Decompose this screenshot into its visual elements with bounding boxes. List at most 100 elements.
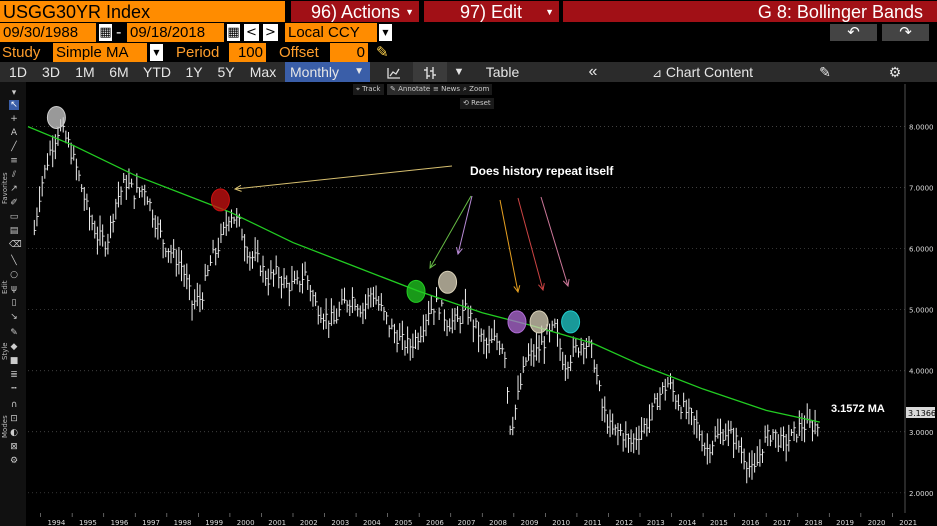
- x-tick-label: 2005: [394, 519, 412, 526]
- y-tick-label: 8.0000: [909, 124, 934, 132]
- lock-icon[interactable]: ⊡: [10, 414, 18, 424]
- calendar-icon[interactable]: ▦: [99, 24, 112, 41]
- table-button[interactable]: Table: [485, 64, 520, 80]
- page-title-box: G 8: Bollinger Bands: [563, 1, 937, 22]
- period-5y[interactable]: 5Y: [217, 64, 235, 80]
- ellipse-icon[interactable]: ○: [10, 270, 18, 280]
- study-select[interactable]: Simple MA: [53, 43, 147, 62]
- fib-icon[interactable]: ≡: [10, 156, 18, 166]
- edit-chart-icon[interactable]: ✎: [819, 64, 831, 80]
- reset-button[interactable]: ⟲ Reset: [460, 98, 494, 109]
- chart-content-button[interactable]: ⊿ Chart Content: [645, 62, 760, 82]
- bar-chart-icon[interactable]: [413, 62, 447, 82]
- delete-icon[interactable]: ⊠: [10, 442, 18, 452]
- edit-menu[interactable]: 97) Edit ▼: [424, 1, 559, 22]
- dropdown-icon[interactable]: ▼: [453, 66, 465, 78]
- prev-arrow-icon[interactable]: <: [244, 24, 259, 41]
- currency-select[interactable]: Local CCY: [285, 23, 377, 42]
- x-tick-label: 2019: [836, 519, 854, 526]
- annotation-question[interactable]: Does history repeat itself: [470, 164, 614, 178]
- period-max[interactable]: Max: [249, 64, 277, 80]
- start-date-field[interactable]: 09/30/1988: [0, 23, 96, 42]
- zoom-button[interactable]: ⌕ Zoom: [460, 84, 493, 95]
- period-1d[interactable]: 1D: [9, 64, 27, 80]
- text-icon[interactable]: A: [10, 128, 18, 138]
- period-6m[interactable]: 6M: [109, 64, 129, 80]
- redo-icon[interactable]: ↷: [882, 24, 929, 41]
- gear-icon[interactable]: ⚙: [888, 64, 902, 80]
- settings-icon[interactable]: ⚙: [9, 456, 19, 466]
- hide-icon[interactable]: ◐: [10, 428, 18, 438]
- x-tick-label: 2014: [678, 519, 696, 526]
- magnet-icon[interactable]: ∩: [10, 400, 18, 410]
- period-1y[interactable]: 1Y: [185, 64, 203, 80]
- color-icon[interactable]: ■: [9, 356, 19, 366]
- arrow-head: [429, 260, 437, 269]
- eraser-icon[interactable]: ⌫: [9, 240, 22, 250]
- arrow-head: [456, 247, 463, 256]
- cursor-icon[interactable]: ↖: [9, 100, 19, 110]
- actions-label: 96) Actions: [311, 2, 401, 22]
- ma-polyline: [27, 126, 820, 423]
- brush-icon[interactable]: ✐: [10, 198, 18, 208]
- offset-label: Offset: [279, 44, 319, 61]
- x-tick-label: 2021: [899, 519, 917, 526]
- pencil-icon[interactable]: ✎: [10, 328, 18, 338]
- ticker-text: USGG30YR Index: [3, 2, 151, 22]
- line-icon[interactable]: ╱: [11, 142, 17, 152]
- track-button[interactable]: ⌖ Track: [353, 84, 384, 95]
- arrow-icon[interactable]: ↗: [10, 184, 18, 194]
- x-tick-label: 2017: [773, 519, 791, 526]
- highlight-circle: [210, 188, 230, 212]
- channel-icon[interactable]: ⫽: [11, 170, 16, 180]
- annotation-arrow: [517, 197, 544, 291]
- dropdown-icon: ▼: [405, 7, 414, 17]
- line-chart-icon[interactable]: [380, 62, 408, 82]
- end-date-field[interactable]: 09/18/2018: [127, 23, 224, 42]
- undo-icon[interactable]: ↶: [830, 24, 877, 41]
- chart-toolbar: 1D 3D 1M 6M YTD 1Y 5Y Max Monthly ▼ ▼ Ta…: [0, 62, 937, 82]
- trend-icon[interactable]: ↘: [10, 312, 18, 322]
- period-label: Period: [176, 44, 220, 61]
- period-3d[interactable]: 3D: [42, 64, 60, 80]
- ray-icon[interactable]: ╲: [11, 256, 17, 266]
- x-tick-label: 2006: [426, 519, 444, 526]
- actions-menu[interactable]: 96) Actions ▼: [291, 1, 419, 22]
- dropdown-icon[interactable]: ▼: [150, 44, 163, 61]
- favorites-label: Favorites: [1, 172, 9, 204]
- period-field[interactable]: 100: [229, 43, 266, 62]
- frequency-select[interactable]: Monthly ▼: [285, 62, 370, 82]
- annotation-arrow: [457, 195, 473, 255]
- note-icon[interactable]: ▯: [11, 298, 17, 308]
- last-price-tag: [906, 407, 935, 418]
- dash-icon[interactable]: ┅: [11, 384, 17, 394]
- next-arrow-icon[interactable]: >: [263, 24, 278, 41]
- news-button[interactable]: ≡ News: [430, 84, 464, 95]
- date-range-bar: 09/30/1988 ▦ - 09/18/2018 ▦ < > Local CC…: [0, 22, 937, 42]
- calendar-icon[interactable]: ▦: [227, 24, 240, 41]
- arrow-down-icon[interactable]: ▾: [11, 88, 17, 98]
- period-1m[interactable]: 1M: [75, 64, 95, 80]
- rect-icon[interactable]: ▭: [9, 212, 19, 222]
- pitchfork-icon[interactable]: ψ: [11, 284, 17, 294]
- tag-icon[interactable]: ◆: [10, 342, 18, 352]
- news-label: News: [441, 85, 461, 93]
- y-axis: 8.0000 7.0000 6.0000 5.0000 4.0000 3.0000 2.00…: [904, 84, 934, 513]
- dropdown-icon[interactable]: ▼: [379, 24, 392, 41]
- period-ytd[interactable]: YTD: [143, 64, 171, 80]
- price-chart[interactable]: 8.0000 7.0000 6.0000 5.0000 4.0000 3.0000 2.00…: [0, 82, 937, 526]
- layers-icon[interactable]: ▤: [9, 226, 19, 236]
- edit-label: Edit: [1, 280, 9, 294]
- x-tick-label: 2013: [647, 519, 665, 526]
- annotate-button[interactable]: ✎ Annotate: [387, 84, 434, 95]
- crosshair-icon[interactable]: +: [10, 114, 18, 124]
- study-bar: Study Simple MA ▼ Period 100 Offset 0 ✎: [0, 43, 937, 62]
- ticker-field[interactable]: USGG30YR Index: [0, 1, 285, 22]
- offset-field[interactable]: 0: [330, 43, 368, 62]
- collapse-icon[interactable]: «: [588, 63, 598, 80]
- x-axis: 1994 1995 1996 1997 1998 1999 2000 2001 2002 2003…: [40, 513, 917, 526]
- width-icon[interactable]: ≣: [10, 370, 18, 380]
- x-tick-label: 2008: [489, 519, 507, 526]
- x-tick-label: 1998: [174, 519, 192, 526]
- pencil-icon[interactable]: ✎: [376, 43, 389, 61]
